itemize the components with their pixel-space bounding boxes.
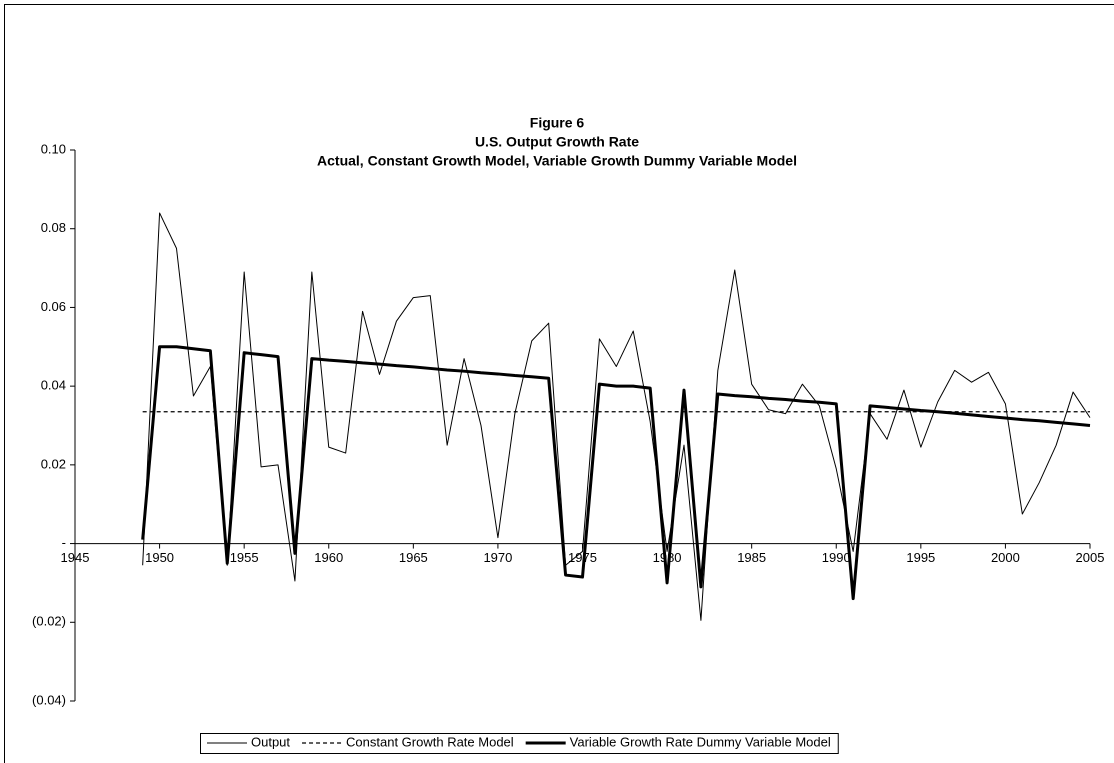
y-tick-label: 0.04	[41, 378, 66, 393]
legend-label: Constant Growth Rate Model	[346, 734, 514, 749]
x-tick-label: 1995	[906, 550, 935, 565]
x-tick-label: 1985	[737, 550, 766, 565]
x-tick-label: 1945	[61, 550, 90, 565]
x-tick-label: 1955	[230, 550, 259, 565]
chart-border	[4, 4, 1114, 763]
series-line	[142, 212, 1091, 621]
legend-label: Variable Growth Rate Dummy Variable Mode…	[570, 734, 831, 749]
x-tick-label: 2000	[991, 550, 1020, 565]
y-tick-label: 0.08	[41, 220, 66, 235]
y-tick-label: 0.02	[41, 456, 66, 471]
legend-label: Output	[251, 734, 290, 749]
x-tick-label: 2005	[1076, 550, 1105, 565]
x-tick-label: 1980	[653, 550, 682, 565]
y-tick-label: 0.06	[41, 299, 66, 314]
x-tick-label: 1975	[568, 550, 597, 565]
x-tick-label: 1990	[822, 550, 851, 565]
x-tick-label: 1965	[399, 550, 428, 565]
y-tick-label: -	[62, 535, 66, 550]
y-tick-label: 0.10	[41, 141, 66, 156]
chart-title: Actual, Constant Growth Model, Variable …	[317, 153, 797, 169]
chart-title: U.S. Output Growth Rate	[475, 134, 639, 150]
series-line	[141, 345, 1091, 601]
y-tick-label: (0.04)	[32, 692, 66, 707]
chart-title: Figure 6	[530, 115, 585, 131]
x-tick-label: 1960	[314, 550, 343, 565]
x-tick-label: 1970	[483, 550, 512, 565]
y-tick-label: (0.02)	[32, 614, 66, 629]
legend-box	[200, 733, 839, 754]
x-tick-label: 1950	[145, 550, 174, 565]
